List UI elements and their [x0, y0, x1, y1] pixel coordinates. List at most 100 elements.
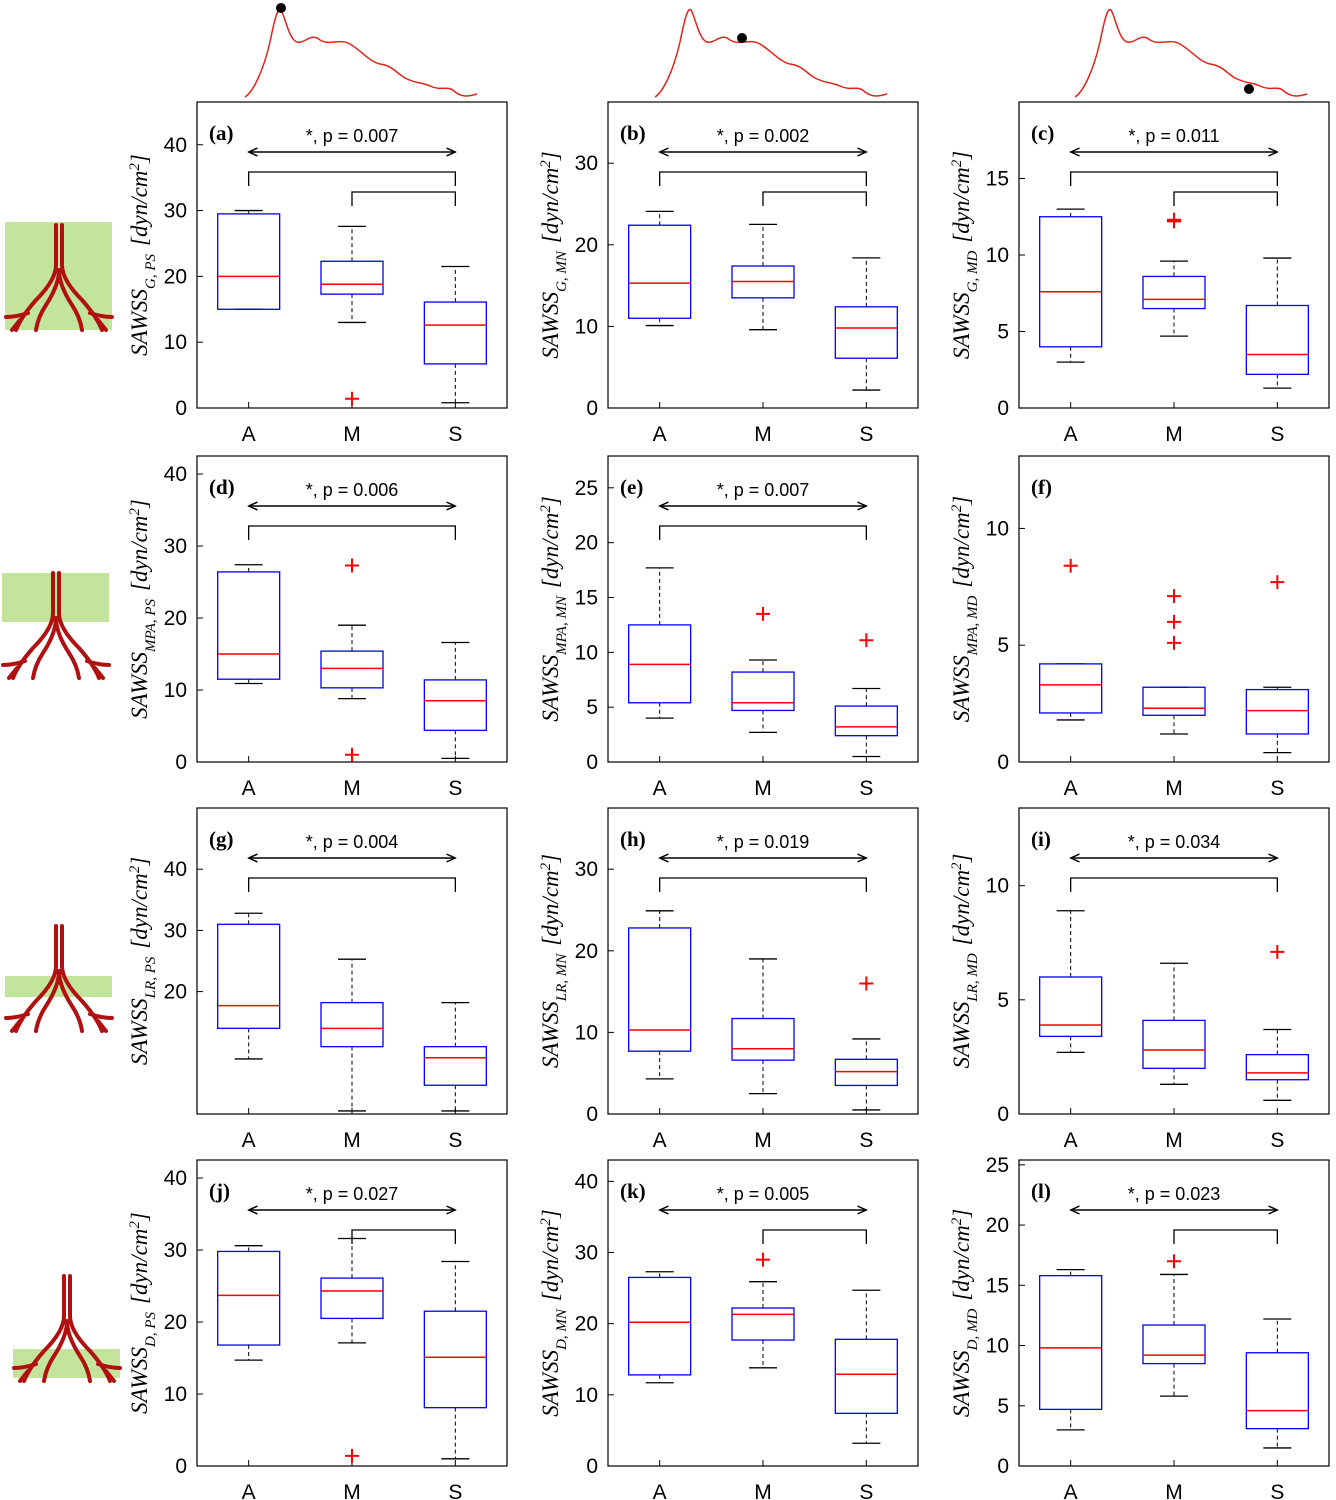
significance-bracket: [659, 171, 867, 186]
y-label-part: [dyn/cm: [127, 873, 152, 948]
significance-bracket: [762, 1229, 867, 1244]
outlier: [1270, 575, 1285, 590]
y-label-part: SAWSS: [127, 1346, 152, 1413]
x-tick-label: M: [754, 1481, 772, 1500]
panel-label: (j): [209, 1179, 230, 1203]
y-label-part: [dyn/cm: [127, 171, 152, 246]
significance-label: *, p = 0.007: [306, 126, 399, 146]
x-tick-label: A: [653, 1481, 667, 1500]
y-label-part: 2: [538, 505, 554, 513]
y-label-part: ]: [127, 857, 152, 867]
y-tick-label: 0: [175, 751, 187, 774]
y-tick-label: 10: [986, 244, 1009, 267]
y-tick-label: 5: [997, 634, 1009, 657]
significance-bracket: [248, 877, 456, 892]
y-label-part: D, MD: [965, 1308, 981, 1351]
x-tick-label: S: [448, 1481, 462, 1500]
outlier: [1167, 635, 1181, 650]
y-label-part: 2: [949, 159, 965, 167]
significance-label: *, p = 0.006: [306, 480, 399, 500]
y-tick-label: 0: [997, 397, 1009, 420]
significance-bracket: [1070, 877, 1278, 892]
y-tick-label: 10: [986, 875, 1009, 898]
outlier: [1063, 558, 1078, 573]
x-tick-label: A: [242, 777, 256, 800]
x-tick-label: A: [653, 1129, 667, 1152]
plot-frame: [607, 1159, 919, 1467]
y-label-part: [dyn/cm: [538, 1226, 563, 1301]
y-axis-label: SAWSSG, MD [dyn/cm2]: [949, 151, 981, 359]
box: [217, 923, 281, 1029]
x-tick-label: M: [1165, 777, 1183, 800]
plot-frame: [196, 1159, 508, 1467]
box: [1142, 686, 1206, 716]
y-label-part: [dyn/cm: [538, 513, 563, 588]
x-tick-label: M: [1165, 1481, 1183, 1500]
x-tick-label: S: [859, 1129, 873, 1152]
box-plot-panel: 20 30 40 A M S SAWSSLR, PS [dyn/cm2] (g) *, p = 0…: [127, 807, 508, 1152]
box: [1245, 688, 1309, 735]
y-label-part: MPA, MD: [965, 595, 981, 656]
x-tick-label: A: [1064, 1481, 1078, 1500]
y-axis-label: SAWSSLR, PS [dyn/cm2]: [127, 857, 159, 1065]
y-label-part: [dyn/cm: [127, 1229, 152, 1304]
y-label-part: SAWSS: [949, 292, 974, 359]
y-label-part: ]: [127, 499, 152, 509]
box: [320, 650, 384, 689]
significance-label: *, p = 0.023: [1128, 1184, 1221, 1204]
y-tick-label: 10: [575, 641, 598, 664]
y-label-part: D, MN: [554, 1308, 570, 1351]
outlier: [1167, 614, 1181, 629]
y-tick-label: 40: [164, 1167, 187, 1190]
box: [731, 1307, 795, 1341]
y-label-part: [dyn/cm: [949, 512, 974, 587]
significance-label: *, p = 0.004: [306, 832, 399, 852]
significance-bracket: [351, 191, 456, 206]
y-tick-label: 0: [997, 751, 1009, 774]
x-tick-label: M: [754, 1129, 772, 1152]
y-tick-label: 30: [164, 1239, 187, 1262]
y-tick-label: 10: [575, 1021, 598, 1044]
y-tick-label: 30: [575, 858, 598, 881]
y-tick-label: 5: [997, 989, 1009, 1012]
y-tick-label: 40: [164, 858, 187, 881]
x-tick-label: S: [859, 1481, 873, 1500]
box-plot-panel: 0 10 20 30 A M S SAWSSG, MN [dyn/cm2] (b) *, p = 0…: [538, 101, 919, 446]
panel-label: (c): [1031, 121, 1054, 145]
box: [320, 1001, 384, 1048]
box: [423, 679, 487, 731]
y-tick-label: 20: [164, 607, 187, 630]
significance-bracket: [659, 877, 867, 892]
y-label-part: ]: [538, 151, 563, 161]
x-tick-label: M: [754, 777, 772, 800]
y-tick-label: 10: [575, 1384, 598, 1407]
y-label-part: G, PS: [143, 253, 159, 288]
panel-label: (i): [1031, 827, 1051, 851]
y-tick-label: 20: [986, 1214, 1009, 1237]
significance-bracket: [659, 525, 867, 540]
y-tick-label: 30: [164, 200, 187, 223]
y-tick-label: 10: [164, 679, 187, 702]
y-label-part: LR, MD: [965, 953, 981, 1003]
box: [217, 213, 281, 310]
y-tick-label: 10: [575, 315, 598, 338]
panel-label: (d): [209, 475, 235, 499]
y-label-part: 2: [127, 1221, 143, 1229]
plot-frame: [196, 101, 508, 409]
significance-label: *, p = 0.011: [1128, 126, 1219, 146]
y-label-part: 2: [949, 504, 965, 512]
y-tick-label: 0: [586, 397, 598, 420]
significance-label: *, p = 0.005: [717, 1184, 810, 1204]
box: [217, 571, 281, 680]
panel-label: (g): [209, 827, 234, 851]
y-label-part: ]: [127, 1212, 152, 1222]
y-tick-label: 10: [164, 1383, 187, 1406]
outlier: [1167, 1254, 1181, 1269]
y-label-part: SAWSS: [949, 1350, 974, 1417]
y-tick-label: 20: [575, 940, 598, 963]
box-plot-panel: 0 10 20 30 40 A M S SAWSSD, MN [dyn/cm2] (k) *, p =…: [538, 1159, 919, 1500]
y-label-part: 2: [127, 508, 143, 516]
x-tick-label: S: [859, 777, 873, 800]
box: [628, 927, 692, 1052]
box: [423, 1310, 487, 1409]
